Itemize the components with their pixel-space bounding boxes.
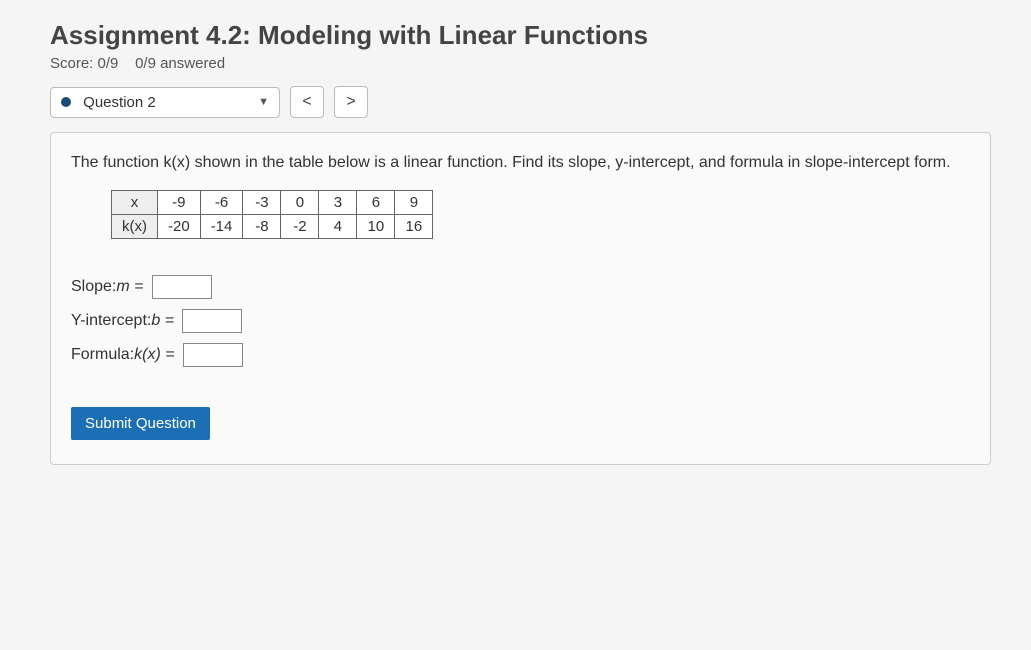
answer-section: Slope: m = Y-intercept: b = Formula: k(x… (71, 275, 970, 367)
table-row-kx: k(x) -20 -14 -8 -2 4 10 16 (112, 215, 433, 239)
data-table: x -9 -6 -3 0 3 6 9 k(x) -20 -14 -8 -2 4 … (111, 190, 433, 239)
x-cell: 9 (395, 191, 433, 215)
question-panel: The function k(x) shown in the table bel… (50, 132, 991, 465)
page-title: Assignment 4.2: Modeling with Linear Fun… (50, 20, 991, 51)
x-cell: 3 (319, 191, 357, 215)
table-row-x: x -9 -6 -3 0 3 6 9 (112, 191, 433, 215)
kx-cell: 4 (319, 215, 357, 239)
yintercept-input[interactable] (182, 309, 242, 333)
formula-var: k(x) = (134, 346, 174, 364)
kx-cell: 16 (395, 215, 433, 239)
answered-count: 0/9 answered (135, 55, 225, 72)
data-table-wrap: x -9 -6 -3 0 3 6 9 k(x) -20 -14 -8 -2 4 … (111, 190, 970, 239)
x-cell: 6 (357, 191, 395, 215)
slope-var: m = (116, 278, 143, 296)
next-question-button[interactable]: > (334, 86, 368, 118)
question-prompt: The function k(x) shown in the table bel… (71, 151, 970, 174)
formula-row: Formula: k(x) = (71, 343, 970, 367)
x-cell: -9 (158, 191, 201, 215)
question-label: Question 2 (83, 94, 156, 111)
chevron-down-icon: ▼ (258, 96, 269, 108)
formula-input[interactable] (183, 343, 243, 367)
question-nav: Question 2 ▼ < > (50, 86, 991, 118)
x-cell: -3 (243, 191, 281, 215)
yint-var: b = (151, 312, 174, 330)
row-label-kx: k(x) (112, 215, 158, 239)
score-line: Score: 0/9 0/9 answered (50, 55, 991, 72)
row-label-x: x (112, 191, 158, 215)
kx-cell: -2 (281, 215, 319, 239)
x-cell: 0 (281, 191, 319, 215)
yint-label: Y-intercept: (71, 312, 151, 330)
submit-question-button[interactable]: Submit Question (71, 407, 210, 440)
slope-label: Slope: (71, 278, 116, 296)
score-prefix: Score: (50, 55, 98, 72)
x-cell: -6 (200, 191, 243, 215)
yintercept-row: Y-intercept: b = (71, 309, 970, 333)
status-dot-icon (61, 97, 71, 107)
kx-cell: -8 (243, 215, 281, 239)
formula-label: Formula: (71, 346, 134, 364)
score-value: 0/9 (98, 55, 119, 72)
prev-question-button[interactable]: < (290, 86, 324, 118)
question-select[interactable]: Question 2 ▼ (50, 87, 280, 118)
kx-cell: -20 (158, 215, 201, 239)
slope-row: Slope: m = (71, 275, 970, 299)
kx-cell: -14 (200, 215, 243, 239)
slope-input[interactable] (152, 275, 212, 299)
kx-cell: 10 (357, 215, 395, 239)
